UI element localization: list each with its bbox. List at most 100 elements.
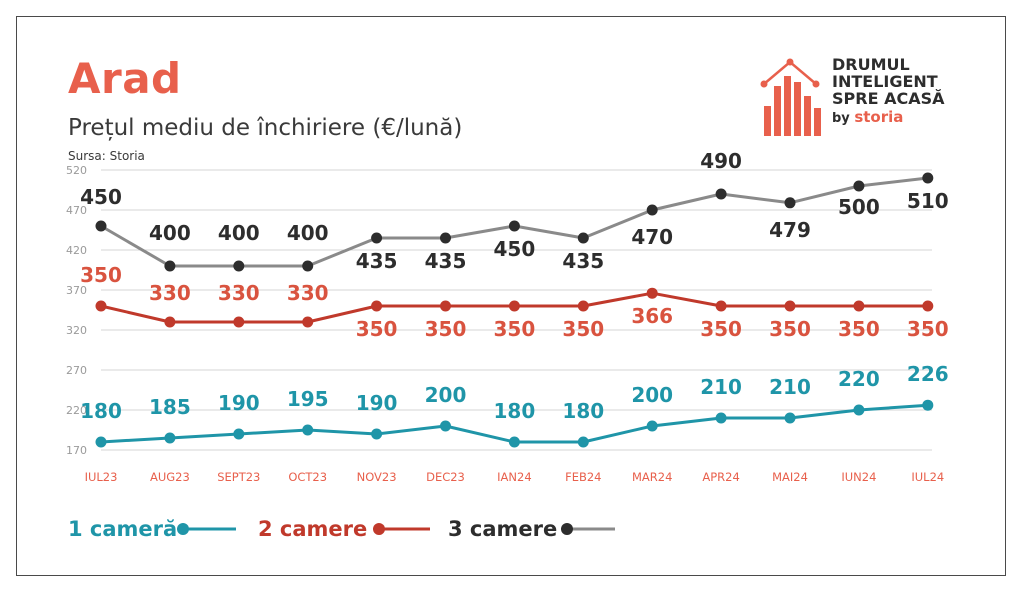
- data-point: [508, 220, 520, 232]
- logo-brand-name: storia: [854, 108, 904, 126]
- data-label: 210: [769, 375, 811, 399]
- data-point: [233, 260, 245, 272]
- data-point: [371, 428, 383, 440]
- legend-label: 3 camere: [448, 517, 557, 541]
- brand-logo-text: DRUMUL INTELIGENT SPRE ACASĂ by storia: [832, 56, 944, 127]
- data-point: [164, 260, 176, 272]
- x-tick-label: AUG23: [150, 470, 190, 484]
- legend-marker: [373, 523, 385, 535]
- data-label: 200: [631, 383, 673, 407]
- data-label: 400: [149, 221, 191, 245]
- x-tick-label: MAR24: [632, 470, 672, 484]
- data-point: [371, 300, 383, 312]
- data-label: 330: [149, 281, 191, 305]
- data-point: [715, 412, 727, 424]
- logo-line-2: INTELIGENT: [832, 72, 938, 91]
- data-point: [440, 420, 451, 432]
- data-point: [922, 172, 934, 184]
- legend-label: 2 camere: [258, 517, 367, 541]
- infographic-frame: [16, 16, 1006, 576]
- data-point: [577, 300, 589, 312]
- data-point: [577, 232, 589, 244]
- data-point: [371, 232, 383, 244]
- data-label: 350: [562, 317, 604, 341]
- data-label: 195: [287, 387, 329, 411]
- data-label: 330: [287, 281, 329, 305]
- y-tick-label: 320: [66, 324, 87, 337]
- data-point: [508, 436, 520, 448]
- data-label: 350: [494, 317, 536, 341]
- data-point: [302, 260, 314, 272]
- data-point: [95, 220, 107, 232]
- x-tick-label: IUN24: [841, 470, 876, 484]
- data-label: 330: [218, 281, 260, 305]
- chart-subtitle: Prețul mediu de închiriere (€/lună): [68, 115, 463, 141]
- logo-line-1: DRUMUL: [832, 55, 910, 74]
- y-tick-label: 370: [66, 284, 87, 297]
- y-tick-label: 420: [66, 244, 87, 257]
- data-label: 450: [494, 237, 536, 261]
- legend-label: 1 cameră: [68, 517, 177, 541]
- data-point: [646, 420, 658, 432]
- data-label: 350: [356, 317, 398, 341]
- data-point: [922, 300, 934, 312]
- data-point: [302, 316, 314, 328]
- x-tick-label: APR24: [702, 470, 739, 484]
- data-point: [646, 204, 658, 216]
- source-note: Sursa: Storia: [68, 149, 145, 163]
- data-label: 350: [425, 317, 467, 341]
- logo-by-word: by: [832, 111, 850, 126]
- legend-marker: [561, 523, 573, 535]
- data-point: [784, 300, 796, 312]
- data-point: [853, 300, 865, 312]
- x-tick-label: FEB24: [565, 470, 601, 484]
- y-tick-label: 470: [66, 204, 87, 217]
- data-label: 400: [218, 221, 260, 245]
- city-title: Arad: [68, 54, 182, 103]
- data-point: [577, 436, 589, 448]
- data-label: 510: [907, 189, 949, 213]
- data-label: 350: [838, 317, 880, 341]
- data-label: 220: [838, 367, 880, 391]
- data-label: 180: [494, 399, 536, 423]
- data-label: 200: [425, 383, 467, 407]
- y-tick-label: 170: [66, 444, 87, 457]
- data-label: 450: [80, 185, 122, 209]
- data-point: [440, 300, 451, 312]
- logo-byline: by storia: [832, 109, 944, 127]
- data-label: 400: [287, 221, 329, 245]
- data-point: [853, 404, 865, 416]
- data-label: 366: [631, 304, 673, 328]
- x-tick-label: DEC23: [426, 470, 465, 484]
- data-label: 210: [700, 375, 742, 399]
- data-point: [922, 399, 934, 411]
- x-tick-label: OCT23: [288, 470, 327, 484]
- data-label: 470: [631, 225, 673, 249]
- data-label: 500: [838, 195, 880, 219]
- data-point: [440, 232, 451, 244]
- x-tick-label: IUL23: [85, 470, 118, 484]
- data-label: 350: [769, 317, 811, 341]
- data-point: [95, 300, 107, 312]
- data-point: [715, 300, 727, 312]
- data-label: 490: [700, 149, 742, 173]
- data-point: [784, 197, 796, 209]
- data-point: [508, 300, 520, 312]
- data-point: [715, 188, 727, 200]
- data-point: [95, 436, 107, 448]
- data-label: 185: [149, 395, 191, 419]
- data-label: 350: [907, 317, 949, 341]
- legend-marker: [177, 523, 189, 535]
- x-tick-label: IUL24: [911, 470, 944, 484]
- data-point: [853, 180, 865, 192]
- data-label: 435: [562, 249, 604, 273]
- data-point: [233, 316, 245, 328]
- data-point: [164, 316, 176, 328]
- data-label: 350: [80, 263, 122, 287]
- data-label: 180: [562, 399, 604, 423]
- data-label: 435: [425, 249, 467, 273]
- data-label: 190: [218, 391, 260, 415]
- y-tick-label: 220: [66, 404, 87, 417]
- house-bars-logo-icon: [760, 58, 821, 136]
